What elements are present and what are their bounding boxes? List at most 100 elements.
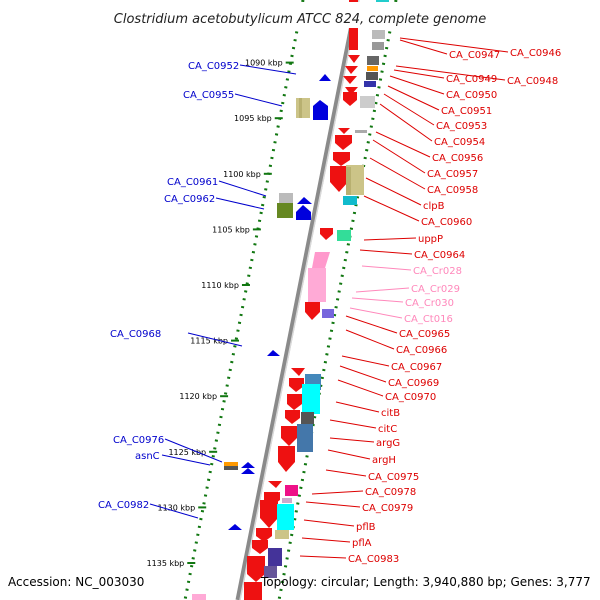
callout-line: [383, 93, 435, 126]
gene-label: CA_Cr030: [405, 298, 454, 309]
callout-line: [372, 139, 426, 174]
callout-line: [335, 401, 380, 413]
gene-label: citB: [381, 408, 400, 419]
kbp-label: 1130 kbp: [158, 503, 196, 512]
gene-arrow: [319, 74, 331, 81]
callout-line: [305, 501, 361, 508]
gene-block: [277, 504, 294, 530]
gene-label: CA_C0967: [391, 362, 442, 373]
rna-block: [192, 594, 206, 600]
accession-text: Accession: NC_003030: [8, 575, 144, 589]
gene-label: CA_C0951: [441, 106, 492, 117]
gene-block: [367, 56, 379, 65]
callout-line: [161, 454, 211, 466]
gene-label: CA_C0961: [167, 177, 218, 188]
callout-line: [355, 287, 410, 293]
gene-block: [355, 130, 367, 133]
gene-arrow: [338, 128, 350, 134]
callout-line: [345, 315, 398, 334]
callout-line: [345, 329, 395, 350]
gene-label: CA_C0946: [510, 48, 561, 59]
gene-label: CA_C0954: [434, 137, 485, 148]
gene-label: CA_C0957: [427, 169, 478, 180]
gene-label: argH: [372, 455, 396, 466]
callout-line: [301, 537, 351, 543]
right-gene-labels: CA_C0947 CA_C0946 CA_C0949 CA_C0948 CA_C0950…: [348, 48, 561, 565]
gene-label: CA_C0962: [164, 194, 215, 205]
callout-line: [375, 131, 431, 158]
callout-line: [299, 555, 347, 559]
gene-block: [275, 530, 289, 539]
callout-lines: [149, 37, 509, 559]
gene-label: CA_C0968: [110, 329, 161, 340]
gene-arrow: [256, 528, 272, 542]
gene-arrow: [343, 92, 357, 106]
callout-line: [361, 265, 412, 271]
gene-label: CA_C0976: [113, 435, 164, 446]
gene-label: CA_C0949: [446, 74, 497, 85]
gene-label: CA_C0979: [362, 503, 413, 514]
gene-block: [360, 96, 375, 108]
gene-label: CA_Ct016: [404, 314, 453, 325]
callout-line: [363, 237, 417, 241]
kbp-label: 1105 kbp: [212, 225, 250, 234]
gene-label: CA_C0958: [427, 185, 478, 196]
gene-label: CA_C0969: [388, 378, 439, 389]
gene-label: CA_C0955: [183, 90, 234, 101]
gene-arrow: [278, 446, 295, 472]
gene-label: CA_C0975: [368, 472, 419, 483]
gene-label: CA_C0966: [396, 345, 447, 356]
callout-line: [341, 355, 390, 367]
gene-label: pflA: [352, 538, 372, 549]
gene-label: CA_Cr028: [413, 266, 462, 277]
callout-line: [311, 490, 364, 495]
figure-title: Clostridium acetobutylicum ATCC 824, com…: [114, 12, 486, 27]
gene-block: [301, 412, 314, 424]
gene-arrow: [241, 468, 255, 474]
gene-arrow: [343, 76, 357, 84]
gene-block: [337, 230, 351, 241]
callout-line: [365, 177, 422, 206]
gene-arrow: [296, 205, 311, 220]
callout-line: [387, 85, 440, 111]
gene-arrow: [330, 166, 348, 192]
gene-block: [279, 193, 293, 203]
kbp-label: 1115 kbp: [190, 337, 228, 346]
gene-label: asnC: [135, 451, 160, 462]
callout-line: [303, 519, 355, 527]
callout-line: [215, 197, 265, 210]
gene-block: [268, 548, 282, 566]
callout-line: [234, 93, 283, 107]
title-background: [95, 2, 505, 28]
kbp-label: 1135 kbp: [147, 559, 185, 568]
gene-arrow: [320, 228, 333, 240]
gene-label: CA_C0952: [188, 61, 239, 72]
gene-block: [282, 498, 292, 503]
left-gene-labels: CA_C0952 CA_C0955 CA_C0961 CA_C0962 CA_C0968…: [98, 61, 239, 511]
topology-text: Topology: circular; Length: 3,940,880 bp…: [260, 575, 591, 589]
gene-arrow: [335, 135, 352, 150]
gene-arrow: [313, 100, 328, 120]
rna-block: [312, 252, 330, 268]
gene-arrow: [285, 410, 300, 424]
callout-line: [393, 69, 445, 79]
kbp-label: 1100 kbp: [223, 170, 261, 179]
gene-arrow: [244, 582, 262, 600]
callout-line: [389, 75, 445, 95]
callout-line: [369, 157, 426, 190]
gene-label: CA_C0960: [421, 217, 472, 228]
callout-line: [187, 332, 243, 347]
callout-line: [351, 297, 404, 303]
genome-backbone-highlight: [239, 0, 360, 600]
gene-label: argG: [376, 438, 400, 449]
callout-line: [395, 65, 506, 81]
callout-line: [325, 469, 367, 477]
gene-label: uppP: [418, 234, 443, 245]
gene-arrow: [289, 378, 304, 392]
gene-block: [346, 167, 351, 195]
callout-line: [164, 438, 223, 463]
gene-block: [224, 466, 238, 470]
kbp-label: 1095 kbp: [234, 114, 272, 123]
